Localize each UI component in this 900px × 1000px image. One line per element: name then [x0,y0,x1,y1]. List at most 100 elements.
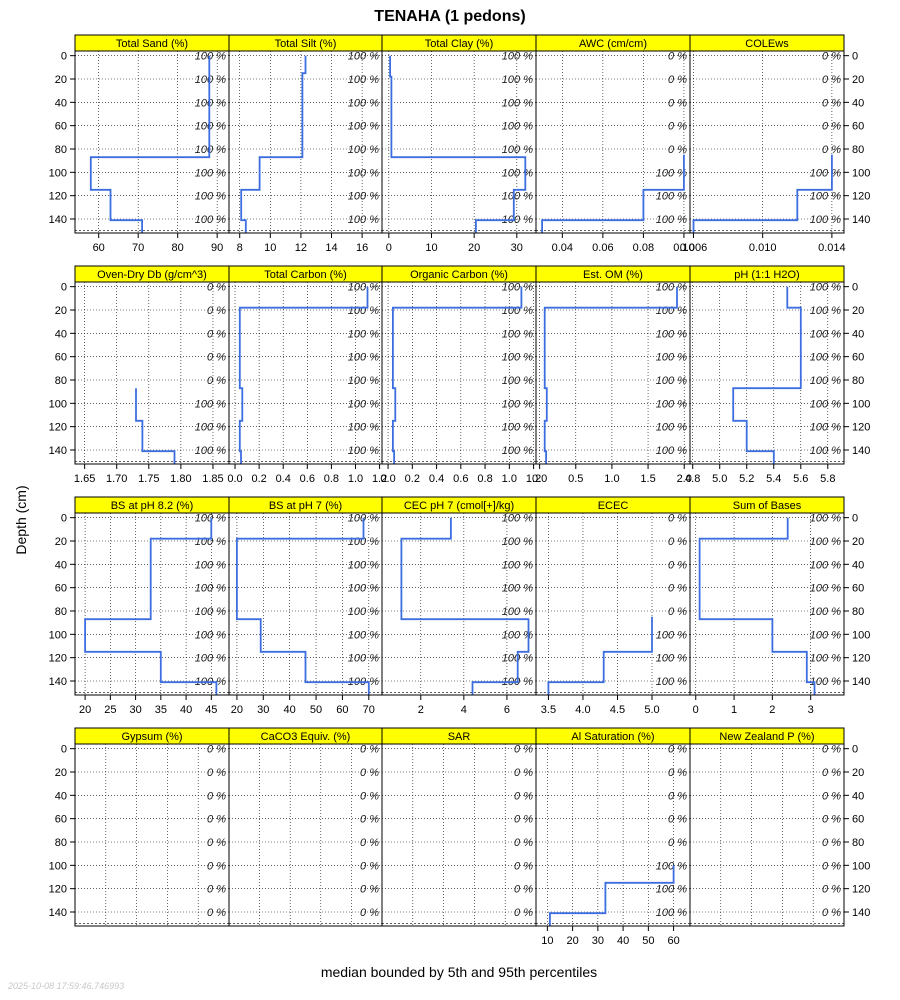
x-tick-label: 1.80 [170,473,191,485]
x-tick-label: 90 [211,242,223,254]
median-line [391,286,523,464]
depth-tick-label-right: 80 [852,606,864,618]
x-tick-label: 2.0 [677,473,692,485]
percentile-label: 100 % [810,375,841,387]
panel-strip-label: Total Silt (%) [275,38,337,50]
percentile-label: 100 % [195,583,226,595]
percentile-label: 0 % [822,121,841,133]
x-tick-label: 20 [566,935,578,947]
x-tick-label: 0.5 [568,473,583,485]
panel-strip-label: pH (1:1 H2O) [734,269,799,281]
panel-strip-label: Total Sand (%) [116,38,188,50]
percentile-label: 0 % [668,559,687,571]
panel: New Zealand P (%) 0 % 0 % 0 % 0 % 0 % 0 % 0 % 0 … [689,727,845,927]
percentile-label: 100 % [502,121,533,133]
percentile-label: 100 % [348,328,379,340]
x-tick-label: 5.0 [644,704,659,716]
depth-tick-label-right: 20 [852,767,864,779]
percentile-label: 100 % [810,422,841,434]
percentile-label: 0 % [822,767,841,779]
panel: AWC (cm/cm) 0 % 0 % 0 % 0 % 0 % 100 % 100 % 100 … [535,34,695,254]
median-line [692,154,833,233]
percentile-label: 0 % [514,860,533,872]
percentile-label: 100 % [348,214,379,226]
percentile-label: 100 % [502,583,533,595]
x-tick-label: 45 [205,704,217,716]
percentile-label: 0 % [207,328,226,340]
timestamp: 2025-10-08 17:59:46.746993 [7,981,124,991]
percentile-label: 100 % [810,191,841,203]
percentile-label: 100 % [195,191,226,203]
x-tick-label: 1.0 [604,473,619,485]
x-tick-label: 50 [642,935,654,947]
median-line [547,616,653,695]
percentile-label: 0 % [668,744,687,756]
percentile-label: 100 % [656,422,687,434]
x-tick-label: 1 [731,704,737,716]
depth-tick-label-right: 140 [852,445,870,457]
percentile-label: 100 % [810,445,841,457]
x-tick-label: 30 [129,704,141,716]
percentile-label: 0 % [668,74,687,86]
median-line [543,286,678,464]
depth-tick-label-right: 60 [852,121,864,133]
depth-tick-label-right: 60 [852,583,864,595]
x-tick-label: 0.08 [633,242,654,254]
percentile-label: 0 % [668,837,687,849]
depth-tick-label-right: 120 [852,191,870,203]
depth-tick-label-right: 0 [852,282,858,294]
x-tick-label: 10 [541,935,553,947]
percentile-label: 100 % [810,559,841,571]
x-tick-label: 0.4 [429,473,444,485]
percentile-label: 100 % [502,51,533,63]
percentile-label: 100 % [656,375,687,387]
percentile-label: 100 % [348,445,379,457]
percentile-label: 0 % [822,907,841,919]
panel: Total Sand (%) 100 % 100 % 100 % 100 % 100 % 1… [74,34,230,254]
percentile-label: 100 % [502,144,533,156]
x-tick-label: 1.0 [348,473,363,485]
x-tick-label: 5.4 [766,473,781,485]
depth-tick-label-left: 20 [55,305,67,317]
x-tick-label: 0.006 [680,242,708,254]
percentile-label: 100 % [656,907,687,919]
percentile-label: 100 % [195,214,226,226]
x-tick-label: 0.06 [592,242,613,254]
depth-tick-label-right: 140 [852,907,870,919]
percentile-label: 100 % [810,629,841,641]
chart-title: TENAHA (1 pedons) [374,8,525,25]
percentile-label: 100 % [656,629,687,641]
x-tick-label: 0.8 [324,473,339,485]
percentile-label: 100 % [810,328,841,340]
percentile-label: 100 % [502,191,533,203]
percentile-label: 100 % [348,559,379,571]
panel-strip-label: Total Clay (%) [425,38,493,50]
x-tick-label: 0.8 [477,473,492,485]
percentile-label: 0 % [822,744,841,756]
x-tick-label: 10 [425,242,437,254]
depth-tick-label-right: 80 [852,837,864,849]
percentile-label: 0 % [514,884,533,896]
percentile-label: 100 % [195,51,226,63]
percentile-label: 100 % [348,422,379,434]
percentile-label: 0 % [207,375,226,387]
depth-tick-label-left: 140 [49,445,67,457]
percentile-label: 0 % [514,814,533,826]
depth-tick-label-left: 20 [55,767,67,779]
panel: Oven-Dry Db (g/cm^3)0 %0 %0 %0 %0 %100 %… [74,265,230,485]
x-tick-label: 12 [295,242,307,254]
percentile-label: 100 % [502,629,533,641]
percentile-label: 100 % [656,398,687,410]
x-tick-label: 0.04 [552,242,573,254]
percentile-label: 100 % [348,352,379,364]
panel-frame [689,50,845,234]
panel-strip-label: BS at pH 8.2 (%) [111,500,194,512]
percentile-label: 100 % [502,398,533,410]
depth-tick-label-right: 80 [852,375,864,387]
x-tick-label: 40 [180,704,192,716]
panel: ECEC 0 % 0 % 0 % 0 % 0 % 100 % 100 % 100 % 3.5 4.0… [535,496,691,716]
percentile-label: 100 % [348,191,379,203]
percentile-label: 0 % [360,860,379,872]
x-tick-label: 2 [418,704,424,716]
percentile-label: 0 % [360,907,379,919]
